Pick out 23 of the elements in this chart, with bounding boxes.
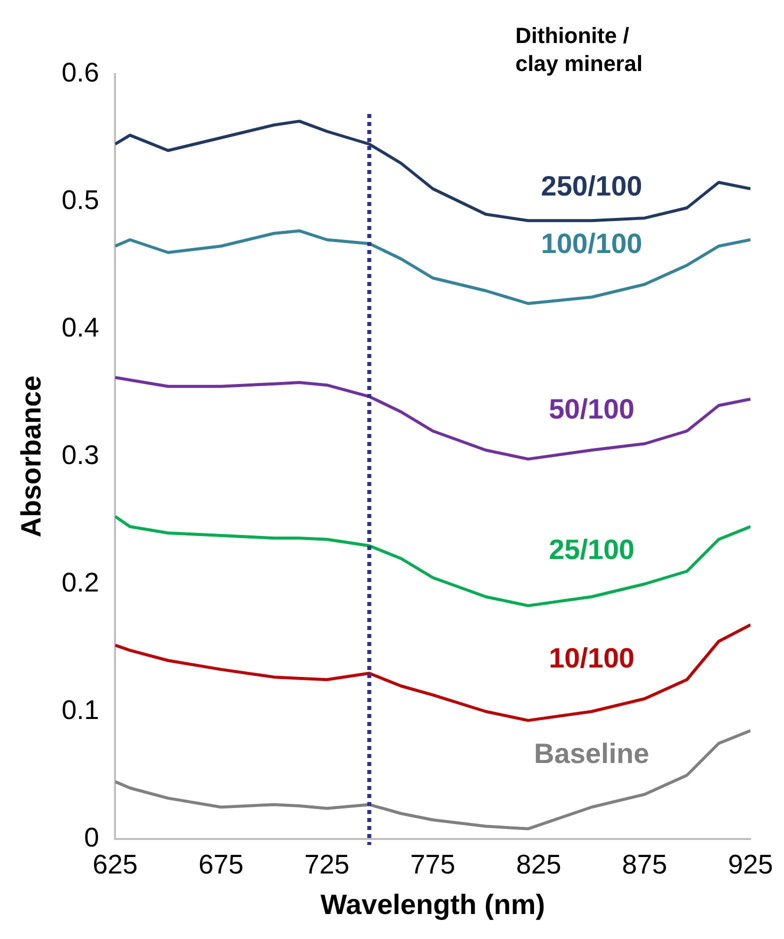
- y-tick-label: 0.1: [62, 694, 100, 725]
- series-label: Baseline: [534, 738, 650, 769]
- x-tick-label: 775: [410, 850, 456, 880]
- series-label: 10/100: [548, 642, 634, 674]
- series-label: 50/100: [548, 394, 634, 425]
- legend-title: Dithionite / clay mineral: [515, 23, 643, 76]
- x-tick-label: 875: [622, 850, 668, 880]
- x-axis-title: Wavelength (nm): [320, 888, 546, 920]
- y-tick-label: 0: [84, 822, 100, 852]
- y-tick-label: 0.2: [62, 567, 100, 598]
- y-tick-label: 0.4: [62, 312, 100, 342]
- x-tick-label: 825: [516, 850, 562, 880]
- y-tick-label: 0.3: [62, 440, 100, 470]
- y-tick-label: 0.6: [62, 57, 100, 88]
- x-tick-label: 625: [92, 850, 138, 880]
- x-tick-label: 925: [728, 850, 774, 880]
- x-tick-label: 675: [198, 850, 244, 880]
- series-label: 100/100: [541, 228, 642, 259]
- series-label: 250/100: [541, 170, 642, 202]
- series-label: 25/100: [548, 534, 634, 565]
- y-axis-title: Absorbance: [16, 376, 47, 538]
- y-tick-label: 0.5: [62, 184, 100, 215]
- x-tick-label: 725: [304, 850, 350, 880]
